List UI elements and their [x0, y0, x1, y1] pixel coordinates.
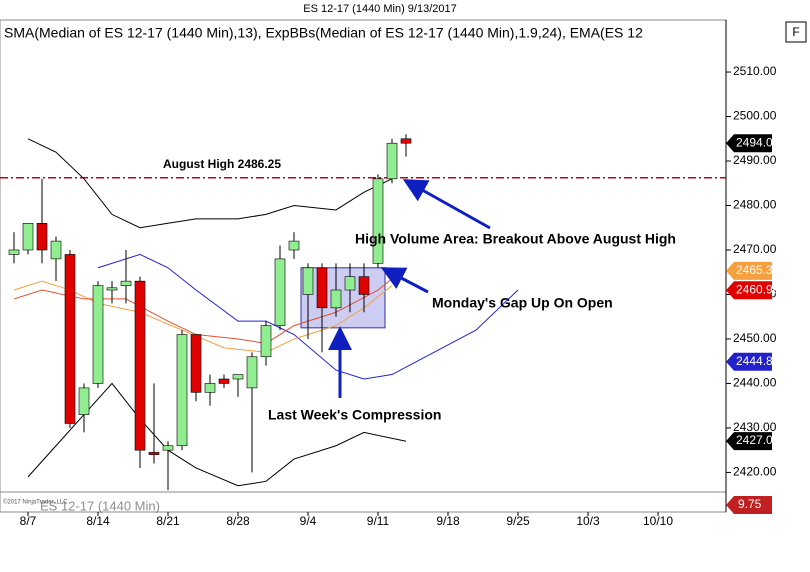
candle-body [232, 374, 244, 380]
candle-body [246, 356, 258, 389]
volume-marker-label: 9.75 [738, 497, 762, 511]
x-tick-label: 8/7 [20, 514, 37, 528]
y-tick-label: 2440.00 [733, 376, 777, 390]
price-marker [726, 134, 772, 153]
corner-label: F [792, 25, 799, 39]
candle-body [302, 267, 314, 295]
x-tick-label: 9/11 [367, 514, 390, 528]
y-tick-label: 2500.00 [733, 109, 777, 123]
y-tick-label: 2480.00 [733, 198, 777, 212]
x-tick-label: 10/10 [643, 514, 673, 528]
annotation: High Volume Area: Breakout Above August … [355, 231, 676, 247]
y-tick-label: 2430.00 [733, 420, 777, 434]
candle-body [260, 325, 272, 358]
price-marker [726, 432, 772, 451]
x-tick-label: 8/14 [86, 514, 110, 528]
price-marker-label: 2460.96 [736, 282, 780, 296]
arrow [380, 267, 429, 294]
candle-body [148, 452, 160, 455]
chart-title: ES 12-17 (1440 Min) 9/13/2017 [303, 3, 457, 15]
indicator-line [27, 138, 393, 229]
candle-body [400, 138, 412, 144]
candle-body [358, 276, 370, 295]
candle-body [330, 289, 342, 309]
plot-layer: 2420.002430.002440.002450.002460.002470.… [0, 64, 780, 528]
y-tick-label: 2420.00 [733, 465, 777, 479]
x-tick-label: 10/3 [576, 514, 600, 528]
arrow [402, 179, 491, 230]
candle-body [204, 383, 216, 393]
candle-body [344, 276, 356, 291]
y-tick-label: 2470.00 [733, 242, 777, 256]
y-tick-label: 2450.00 [733, 331, 777, 345]
annotation: Last Week's Compression [268, 407, 441, 423]
candle-body [386, 142, 398, 180]
annotation: Monday's Gap Up On Open [432, 295, 613, 311]
volume-marker [726, 496, 772, 514]
price-marker-label: 2427.05 [736, 433, 780, 447]
indicator-label: SMA(Median of ES 12-17 (1440 Min),13), E… [4, 25, 643, 41]
candle-body [78, 387, 90, 415]
candle-body [134, 280, 146, 451]
candle-body [218, 378, 230, 384]
candle-body [316, 267, 328, 309]
candle-body [22, 223, 34, 251]
watermark-instrument: ES 12-17 (1440 Min) [40, 498, 160, 513]
candle-body [372, 178, 384, 264]
reference-label: August High 2486.25 [163, 157, 281, 171]
candle-body [8, 249, 20, 255]
indicator-line [97, 253, 519, 380]
price-marker [726, 352, 772, 371]
candle-body [176, 334, 188, 447]
x-tick-label: 8/28 [226, 514, 250, 528]
candle-body [274, 258, 286, 326]
watermark: ©2017 NinjaTrader, LLC [3, 499, 68, 506]
candle-body [50, 240, 62, 260]
price-marker-label: 2444.88 [736, 354, 780, 368]
price-marker-label: 2465.30 [736, 263, 780, 277]
candle-body [162, 445, 174, 451]
candle-body [190, 334, 202, 393]
x-tick-label: 8/21 [156, 514, 180, 528]
candle-body [288, 240, 300, 251]
price-marker-label: 2494.00 [736, 135, 780, 149]
x-tick-label: 9/25 [506, 514, 530, 528]
candle-body [64, 254, 76, 424]
candle-body [106, 287, 118, 291]
y-tick-label: 2510.00 [733, 64, 777, 78]
indicator-line [13, 267, 407, 344]
y-tick-label: 2490.00 [733, 153, 777, 167]
corner-box [785, 21, 807, 43]
price-marker [726, 261, 772, 280]
compression-box [300, 267, 386, 329]
x-tick-label: 9/4 [300, 514, 317, 528]
candle-body [36, 223, 48, 251]
x-tick-label: 9/18 [436, 514, 460, 528]
candle-body [92, 285, 104, 384]
candle-body [120, 280, 132, 286]
price-marker [726, 281, 772, 300]
